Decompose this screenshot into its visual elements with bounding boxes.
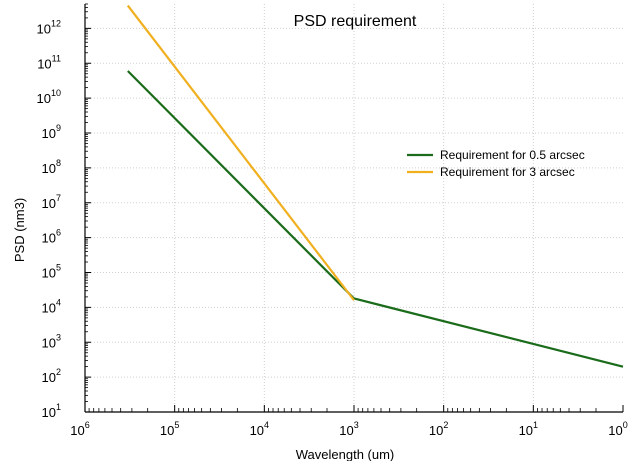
y-tick-base: 10 — [42, 335, 56, 350]
y-tick-base: 10 — [42, 126, 56, 141]
y-tick-label: 1012 — [37, 18, 61, 36]
y-tick-exponent: 5 — [56, 263, 61, 273]
y-tick-label: 102 — [42, 367, 61, 385]
legend-label-1: Requirement for 3 arcsec — [440, 165, 575, 179]
y-tick-label: 107 — [42, 193, 61, 211]
x-tick-label: 103 — [339, 420, 358, 438]
x-tick-label: 104 — [250, 420, 269, 438]
y-tick-base: 10 — [37, 91, 51, 106]
series-lines — [126, 4, 624, 368]
x-tick-label: 106 — [70, 420, 89, 438]
legend: Requirement for 0.5 arcsec Requirement fo… — [407, 148, 585, 179]
x-tick-exponent: 0 — [623, 420, 628, 430]
y-tick-exponent: 7 — [56, 193, 61, 203]
y-tick-label: 1010 — [37, 88, 61, 106]
x-tick-base: 10 — [250, 423, 264, 438]
y-tick-base: 10 — [42, 266, 56, 281]
y-tick-exponent: 8 — [56, 158, 61, 168]
y-tick-exponent: 10 — [51, 88, 61, 98]
y-tick-label: 101 — [42, 402, 61, 420]
x-tick-base: 10 — [160, 423, 174, 438]
x-tick-base: 10 — [429, 423, 443, 438]
y-tick-exponent: 1 — [56, 402, 61, 412]
x-axis-title: Wavelength (um) — [296, 447, 395, 461]
y-tick-base: 10 — [37, 21, 51, 36]
y-tick-base: 10 — [42, 370, 56, 385]
y-tick-exponent: 4 — [56, 297, 61, 307]
y-axis-title: PSD (nm3) — [12, 198, 27, 262]
y-tick-label: 109 — [42, 123, 61, 141]
y-tick-exponent: 11 — [52, 53, 61, 63]
axes: 106 105 104 103 102 101 1001011021031041051061… — [37, 3, 628, 438]
x-tick-base: 10 — [519, 423, 533, 438]
x-tick-base: 10 — [70, 423, 84, 438]
y-tick-label: 1011 — [37, 53, 61, 71]
y-tick-base: 10 — [42, 161, 56, 176]
y-tick-base: 10 — [42, 300, 56, 315]
x-tick-exponent: 1 — [533, 420, 538, 430]
x-tick-exponent: 5 — [174, 420, 179, 430]
y-tick-exponent: 2 — [56, 367, 61, 377]
y-tick-label: 104 — [42, 297, 61, 315]
x-tick-label: 101 — [519, 420, 538, 438]
x-tick-label: 105 — [160, 420, 179, 438]
y-tick-exponent: 3 — [56, 332, 61, 342]
y-tick-exponent: 6 — [56, 228, 61, 238]
grid — [85, 4, 623, 412]
y-tick-label: 108 — [42, 158, 61, 176]
y-tick-exponent: 12 — [51, 18, 61, 28]
x-tick-base: 10 — [608, 423, 622, 438]
x-tick-exponent: 2 — [443, 420, 448, 430]
y-tick-label: 106 — [42, 228, 61, 246]
chart-title: PSD requirement — [294, 13, 417, 30]
x-tick-exponent: 6 — [85, 420, 90, 430]
series-line-1 — [126, 4, 355, 301]
x-tick-label: 102 — [429, 420, 448, 438]
y-tick-base: 10 — [37, 56, 51, 71]
y-tick-exponent: 9 — [56, 123, 61, 133]
y-tick-label: 103 — [42, 332, 61, 350]
y-tick-base: 10 — [42, 196, 56, 211]
y-tick-label: 105 — [42, 263, 61, 281]
y-tick-base: 10 — [42, 405, 56, 420]
x-tick-exponent: 3 — [354, 420, 359, 430]
legend-label-0: Requirement for 0.5 arcsec — [440, 148, 585, 162]
y-tick-base: 10 — [42, 231, 56, 246]
x-tick-base: 10 — [339, 423, 353, 438]
x-tick-exponent: 4 — [264, 420, 269, 430]
series-line-0 — [127, 70, 624, 368]
x-tick-label: 100 — [608, 420, 627, 438]
